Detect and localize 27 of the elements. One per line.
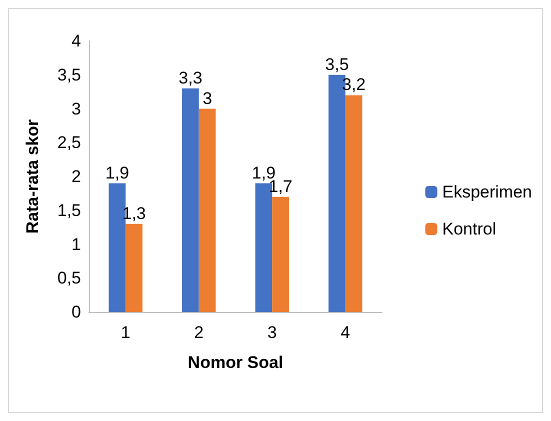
y-tick-label: 4 <box>72 32 81 50</box>
data-label: 1,9 <box>105 163 130 182</box>
x-axis-title: Nomor Soal <box>188 353 284 372</box>
x-tick-label: 4 <box>340 323 350 342</box>
y-axis-title: Rata-rata skor <box>23 118 42 234</box>
bar <box>345 95 362 312</box>
bar <box>126 224 142 312</box>
bar <box>272 196 289 312</box>
y-tick-label: 1,5 <box>57 200 81 220</box>
y-tick-label: 1 <box>72 234 81 254</box>
data-label: 3,3 <box>178 68 202 88</box>
data-label: 3,5 <box>325 54 349 74</box>
data-label: 3 <box>202 88 212 108</box>
x-tick-label: 1 <box>120 323 130 342</box>
y-tick-label: 2 <box>72 167 81 186</box>
y-tick-label: 2,5 <box>57 133 81 152</box>
y-tick-label: 3 <box>72 99 81 118</box>
y-tick-label: 3,5 <box>57 65 81 84</box>
bar <box>182 88 199 312</box>
y-tick-label: 0,5 <box>57 268 81 288</box>
y-tick-label: 0 <box>72 302 81 322</box>
x-tick-label: 3 <box>267 323 277 342</box>
bar <box>198 108 216 312</box>
data-label: 1,9 <box>252 163 276 182</box>
legend-label: Kontrol <box>442 220 496 238</box>
x-tick-label: 2 <box>194 323 204 342</box>
legend-label: Eksperimen <box>442 182 532 202</box>
